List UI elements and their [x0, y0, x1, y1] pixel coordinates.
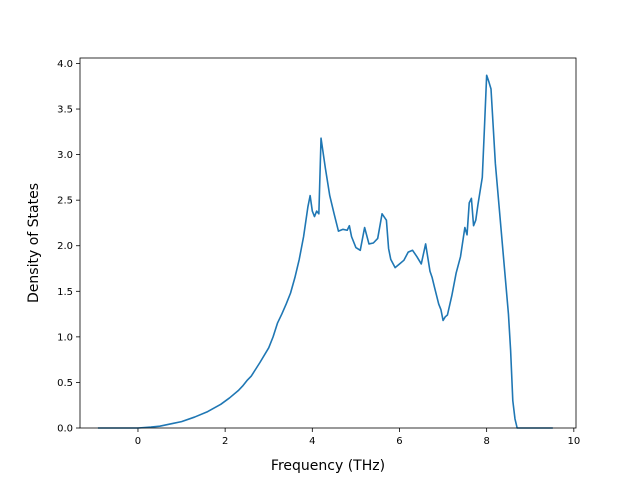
x-tick-label: 8: [483, 436, 489, 447]
y-tick-label: 0.5: [57, 378, 73, 389]
x-tick-label: 6: [396, 436, 402, 447]
y-axis-title: Density of States: [26, 183, 42, 303]
y-tick-label: 1.5: [57, 287, 73, 298]
x-tick-label: 2: [222, 436, 228, 447]
y-tick-label: 2.5: [57, 196, 73, 207]
y-tick-label: 0.0: [57, 424, 73, 435]
x-tick-label: 0: [135, 436, 141, 447]
ticks: 0 2 4 6 8 10 0.0 0.5 1.0 1.5 2.0 2.5 3.0 3.5 4.0: [57, 59, 580, 447]
y-tick-label: 1.0: [57, 332, 73, 343]
plot-frame: [79, 57, 577, 429]
y-tick-label: 3.0: [57, 150, 73, 161]
y-tick-label: 3.5: [57, 105, 73, 116]
x-tick-label: 4: [309, 436, 315, 447]
x-axis-title: Frequency (THz): [271, 458, 385, 474]
y-tick-label: 4.0: [57, 59, 73, 70]
y-tick-label: 2.0: [57, 241, 73, 252]
series-line: [97, 74, 553, 429]
x-tick-label: 10: [567, 436, 580, 447]
